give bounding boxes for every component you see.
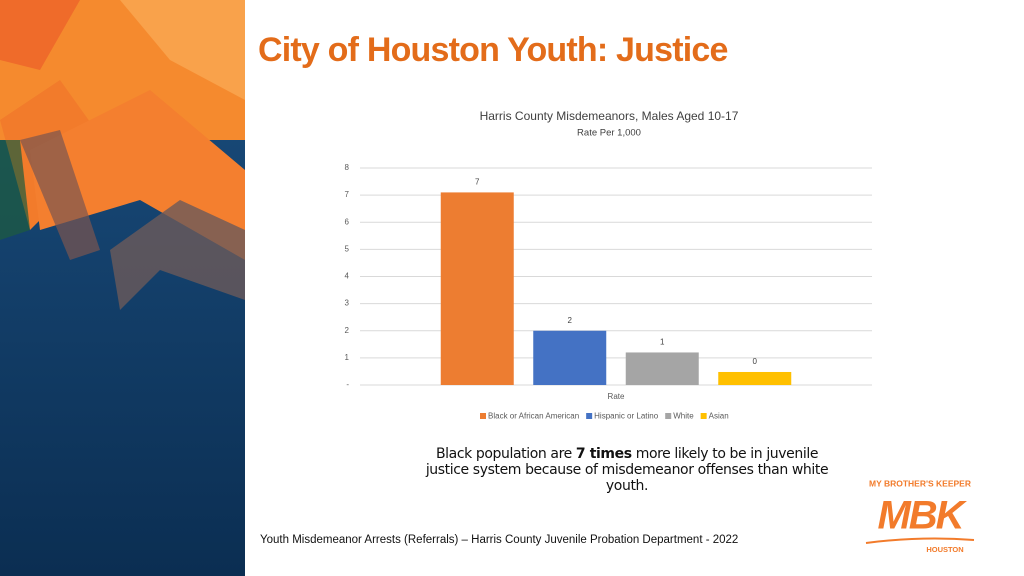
x-tick-label: Rate <box>608 392 625 401</box>
data-label: 2 <box>568 316 573 325</box>
bar <box>718 371 792 385</box>
legend-swatch <box>480 413 486 419</box>
legend-swatch <box>586 413 593 419</box>
y-tick-label: - <box>346 380 349 389</box>
logo-mark: MBK <box>877 494 967 538</box>
y-tick-label: 2 <box>345 326 350 335</box>
y-tick-label: 6 <box>345 217 350 226</box>
logo-bottom: HOUSTON <box>926 545 963 554</box>
data-label: 1 <box>660 338 665 347</box>
caption-text: Black population are <box>435 446 576 462</box>
chart-title: Harris County Misdemeanors, Males Aged 1… <box>480 109 739 123</box>
caption-emphasis: 7 times <box>575 446 632 462</box>
bar <box>625 352 699 385</box>
bar <box>440 192 514 385</box>
legend-label: Hispanic or Latino <box>594 412 659 421</box>
y-tick-label: 3 <box>345 299 350 308</box>
y-tick-label: 8 <box>345 163 350 172</box>
y-tick-label: 4 <box>345 272 350 281</box>
legend-label: White <box>673 412 694 421</box>
bar <box>533 330 607 385</box>
caption-text: more likely to be in juvenile justice sy… <box>425 446 829 494</box>
legend-swatch <box>665 413 672 419</box>
logo-top: MY BROTHER'S KEEPER <box>869 478 971 488</box>
data-label: 0 <box>753 357 758 366</box>
legend-label: Black or African American <box>488 412 579 421</box>
y-tick-label: 7 <box>345 190 350 199</box>
source-note: Youth Misdemeanor Arrests (Referrals) – … <box>260 534 739 546</box>
logo: MY BROTHER'S KEEPER MBK HOUSTON <box>865 478 975 554</box>
y-tick-label: 1 <box>345 353 350 362</box>
legend-swatch <box>700 413 707 419</box>
caption: Black population are 7 times more likely… <box>420 446 834 494</box>
legend-label: Asian <box>709 412 729 421</box>
y-tick-label: 5 <box>345 244 350 253</box>
data-label: 7 <box>475 178 480 187</box>
slide-title: City of Houston Youth: Justice <box>258 31 728 69</box>
side-decoration <box>0 0 245 576</box>
chart-subtitle: Rate Per 1,000 <box>577 128 641 139</box>
